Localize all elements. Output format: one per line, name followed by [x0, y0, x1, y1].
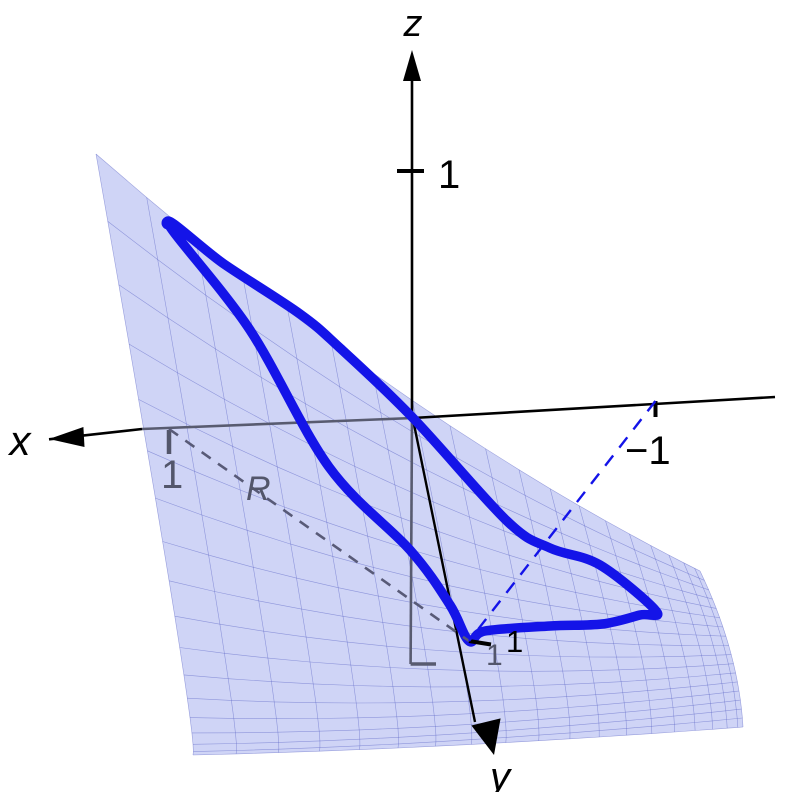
svg-text:−1: −1 [625, 429, 671, 473]
svg-text:R: R [246, 470, 271, 508]
svg-text:z: z [403, 3, 423, 45]
svg-text:1: 1 [161, 453, 183, 497]
svg-text:1: 1 [506, 624, 523, 659]
svg-text:1: 1 [438, 153, 460, 197]
svg-text:y: y [487, 755, 513, 792]
svg-text:x: x [8, 417, 33, 464]
svg-text:1: 1 [486, 639, 503, 672]
